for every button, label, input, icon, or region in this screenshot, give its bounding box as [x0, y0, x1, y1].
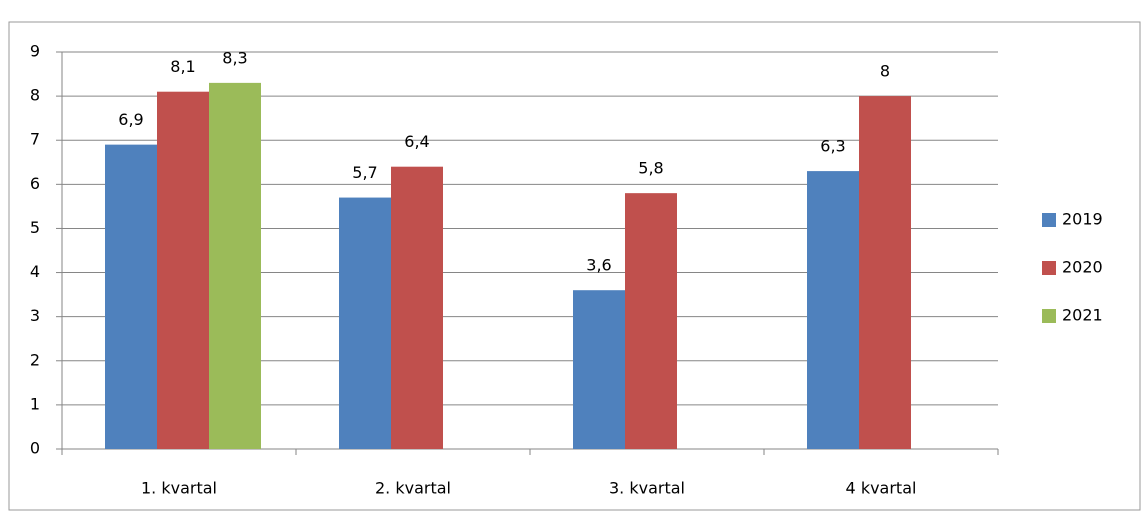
bar	[807, 171, 859, 449]
y-tick-label: 5	[30, 218, 40, 237]
y-tick-label: 3	[30, 306, 40, 325]
y-tick-label: 1	[30, 394, 40, 413]
bar	[391, 166, 443, 449]
x-tick-label: 3. kvartal	[609, 479, 685, 498]
y-tick-label: 8	[30, 86, 40, 105]
bar	[573, 290, 625, 449]
data-label: 6,9	[118, 110, 143, 129]
x-tick-label: 1. kvartal	[141, 479, 217, 498]
legend-swatch	[1042, 309, 1056, 323]
bar	[625, 193, 677, 449]
data-label: 6,4	[404, 132, 429, 151]
y-tick-label: 4	[30, 262, 40, 281]
data-label: 8	[880, 62, 890, 81]
bar	[209, 82, 261, 449]
legend-label: 2020	[1062, 258, 1103, 277]
legend-label: 2021	[1062, 306, 1103, 325]
bar	[859, 96, 911, 449]
data-label: 3,6	[586, 256, 611, 275]
bar	[157, 91, 209, 449]
data-label: 5,8	[638, 159, 663, 178]
data-label: 5,7	[352, 163, 377, 182]
y-tick-label: 9	[30, 42, 40, 61]
legend-label: 2019	[1062, 210, 1103, 229]
bar	[105, 144, 157, 449]
y-tick-label: 6	[30, 174, 40, 193]
data-label: 8,3	[222, 48, 247, 67]
y-tick-label: 0	[30, 439, 40, 458]
legend-swatch	[1042, 213, 1056, 227]
x-tick-label: 2. kvartal	[375, 479, 451, 498]
y-tick-label: 2	[30, 350, 40, 369]
bar	[339, 197, 391, 449]
data-label: 8,1	[170, 57, 195, 76]
y-tick-label: 7	[30, 130, 40, 149]
data-label: 6,3	[820, 137, 845, 156]
x-tick-label: 4 kvartal	[846, 479, 917, 498]
legend-swatch	[1042, 261, 1056, 275]
